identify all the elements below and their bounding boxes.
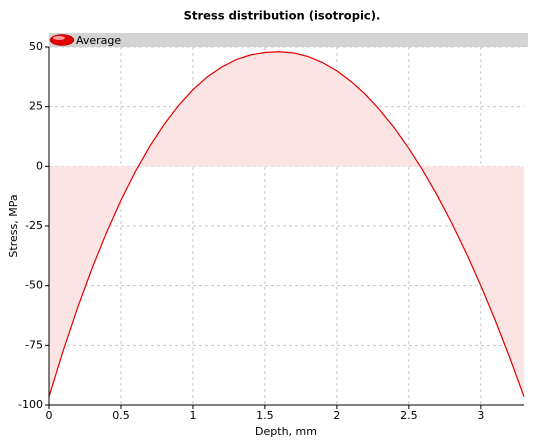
x-tick-label: 1 [189, 409, 196, 422]
legend-marker-highlight [53, 36, 65, 40]
legend-marker [49, 34, 75, 46]
y-tick-label: -25 [25, 219, 43, 232]
x-tick-label: 0 [46, 409, 53, 422]
x-tick-label: 2 [333, 409, 340, 422]
legend-bar [49, 33, 528, 47]
y-axis-label: Stress, MPa [7, 194, 20, 257]
x-tick-label: 2.5 [400, 409, 418, 422]
x-tick-label: 3 [477, 409, 484, 422]
area [49, 51, 524, 397]
legend-label: Average [76, 34, 121, 47]
x-tick-label: 0.5 [112, 409, 130, 422]
chart-title: Stress distribution (isotropic). [184, 9, 381, 23]
y-tick-label: 50 [29, 40, 43, 53]
y-tick-label: 0 [36, 159, 43, 172]
y-tick-label: -100 [18, 398, 43, 411]
y-tick-label: -75 [25, 338, 43, 351]
x-tick-label: 1.5 [256, 409, 274, 422]
y-tick-label: -50 [25, 279, 43, 292]
y-tick-label: 25 [29, 100, 43, 113]
line [48, 51, 525, 397]
x-axis-label: Depth, mm [255, 425, 317, 438]
